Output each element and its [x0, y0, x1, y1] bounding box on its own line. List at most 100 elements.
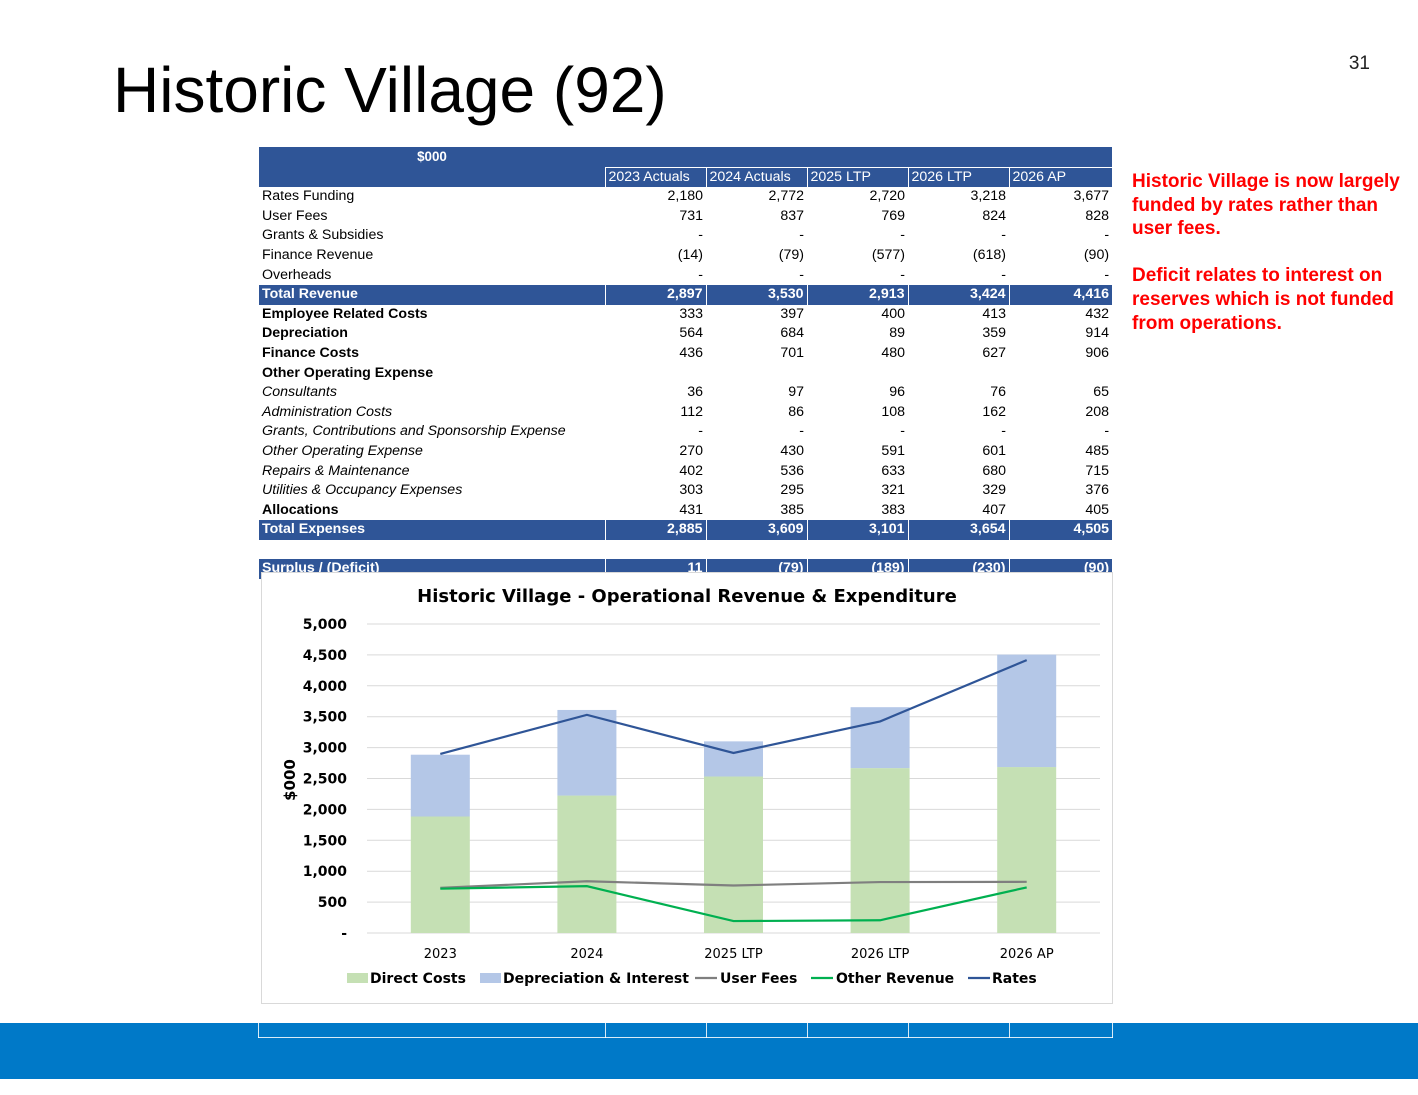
row-value: -	[698, 423, 703, 440]
bar-depreciation-interest	[850, 707, 910, 769]
row-label: Utilities & Occupancy Expenses	[262, 482, 463, 499]
header-spacer	[605, 147, 1113, 168]
row-value: 485	[1085, 442, 1110, 459]
legend-swatch	[480, 973, 501, 983]
row-value: 359	[982, 325, 1006, 342]
row-value: 397	[780, 305, 804, 322]
row-value: 824	[982, 207, 1006, 224]
legend-label: Direct Costs	[370, 971, 466, 987]
row-value: -	[900, 266, 905, 283]
other-operating-row: Consultants 36 97 96 76 65	[259, 383, 1112, 403]
row-value: 208	[1085, 403, 1110, 420]
row-value: 36	[687, 384, 703, 401]
y-tick-label: 2,500	[303, 772, 348, 788]
legend-label: Depreciation & Interest	[503, 971, 689, 987]
spacer-cell	[259, 540, 1112, 560]
row-value: 684	[780, 325, 804, 342]
cost-row: Finance Costs 436 701 480 627 906	[259, 344, 1112, 364]
commentary: Historic Village is now largely funded b…	[1132, 170, 1412, 335]
page-number: 31	[1348, 53, 1370, 74]
empty-cell	[908, 364, 1009, 384]
row-value: -	[1104, 227, 1110, 244]
y-tick-label: 2,000	[303, 802, 348, 818]
commentary-deficit-note: Deficit relates to interest on reserves …	[1132, 265, 1394, 334]
row-value: 407	[982, 501, 1006, 518]
row-value: (618)	[972, 246, 1006, 263]
empty-cell	[605, 364, 706, 384]
column-header: 2024 Actuals	[705, 166, 807, 188]
x-tick-label: 2026 AP	[1000, 947, 1054, 962]
row-value: 333	[679, 305, 703, 322]
row-value: (79)	[778, 246, 804, 263]
row-value: 3,218	[970, 188, 1006, 205]
row-label: Consultants	[262, 384, 337, 401]
row-value: -	[900, 423, 905, 440]
series-line-rates	[440, 659, 1028, 756]
spacer-row	[259, 540, 1112, 560]
row-value: 3,677	[1073, 188, 1110, 205]
y-tick-label: 1,000	[303, 864, 348, 880]
y-tick-label: 4,500	[303, 648, 348, 664]
row-value: -	[900, 227, 905, 244]
row-value: 837	[780, 207, 804, 224]
revenue-expenditure-chart: - 500 1,000 1,500 2,000 2,500 3,000 3,500 4,000 4…	[261, 572, 1113, 1004]
revenue-row: Rates Funding 2,180 2,772 2,720 3,218 3,677	[259, 187, 1112, 207]
row-label: Repairs & Maintenance	[262, 462, 410, 479]
total-revenue-row: Total Revenue 2,897 3,530 2,913 3,424 4,416	[259, 285, 1113, 305]
row-value: 591	[881, 442, 905, 459]
other-operating-heading-row: Other Operating Expense	[259, 364, 1112, 384]
row-value: 112	[680, 403, 703, 420]
row-value: 400	[881, 305, 905, 322]
row-value: 633	[881, 462, 905, 479]
row-label: Depreciation	[262, 325, 348, 342]
unit-label: $000	[259, 147, 605, 168]
bar-depreciation-interest	[410, 754, 470, 817]
bar-direct-costs	[410, 816, 470, 933]
row-value: (90)	[1083, 246, 1110, 263]
row-value: 65	[1093, 384, 1110, 401]
row-value: 96	[889, 384, 905, 401]
row-value: 430	[780, 442, 804, 459]
row-value: -	[799, 423, 804, 440]
row-value: 270	[679, 442, 703, 459]
legend-label: Other Revenue	[836, 971, 954, 987]
row-value: 564	[679, 325, 703, 342]
x-tick-label: 2025 LTP	[704, 947, 763, 962]
row-value: 405	[1085, 501, 1110, 518]
row-value: 413	[982, 305, 1006, 322]
row-value: 162	[982, 403, 1006, 420]
other-operating-row: Administration Costs 112 86 108 162 208	[259, 403, 1112, 423]
table-header-columns-row: 2023 Actuals 2024 Actuals 2025 LTP 2026 LTP…	[259, 166, 1113, 188]
row-value: 828	[1085, 207, 1110, 224]
column-header: 2026 LTP	[907, 166, 1009, 188]
revenue-row: Finance Revenue (14) (79) (577) (618) (90)	[259, 246, 1112, 266]
legend-label: User Fees	[720, 971, 797, 987]
row-value: 914	[1085, 325, 1110, 342]
row-label: Other Operating Expense	[262, 364, 434, 381]
row-label: Other Operating Expense	[262, 442, 423, 459]
row-label: Total Revenue	[259, 285, 605, 305]
row-value: 480	[881, 344, 905, 361]
row-value: 385	[780, 501, 804, 518]
row-label: Finance Costs	[262, 344, 359, 361]
other-operating-row: Repairs & Maintenance 402 536 633 680 715	[259, 462, 1112, 482]
financial-summary-table: $000 2023 Actuals 2024 Actuals 2025 LTP 2026…	[259, 147, 1113, 580]
other-operating-row: Utilities & Occupancy Expenses 303 295 321 3…	[259, 481, 1112, 501]
row-value: 321	[881, 482, 905, 499]
row-label: Total Expenses	[259, 520, 605, 540]
column-header: 2025 LTP	[806, 166, 908, 188]
other-operating-row: Grants, Contributions and Sponsorship Ex…	[259, 422, 1112, 442]
y-tick-label: 5,000	[303, 617, 348, 633]
row-label: Grants, Contributions and Sponsorship Ex…	[262, 423, 566, 440]
row-value: 2,772	[768, 188, 804, 205]
cost-row: Employee Related Costs 333 397 400 413 432	[259, 305, 1112, 325]
y-tick-label: 3,500	[303, 710, 348, 726]
row-value: 680	[982, 462, 1006, 479]
row-value: -	[698, 266, 703, 283]
bar-direct-costs	[557, 795, 617, 933]
y-tick-label: 4,000	[303, 679, 348, 695]
row-value: 89	[889, 325, 905, 342]
row-value: 2,720	[869, 188, 905, 205]
revenue-row: Overheads - - - - -	[259, 266, 1112, 286]
row-value: 431	[679, 501, 703, 518]
